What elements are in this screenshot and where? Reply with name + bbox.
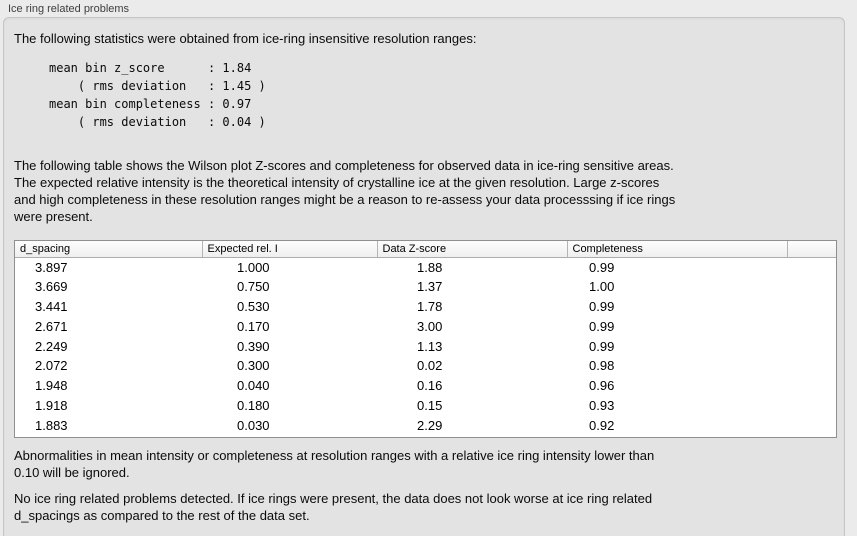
table-cell [787, 297, 836, 317]
table-cell: 0.99 [589, 318, 615, 334]
table-cell [787, 356, 836, 376]
statistics-block: mean bin z_score : 1.84 ( rms deviation … [49, 61, 266, 129]
table-row[interactable]: 3.441 0.530 1.78 0.99 [15, 297, 836, 317]
table-cell: 1.000 [237, 259, 270, 275]
table-row[interactable]: 2.671 0.170 3.00 0.99 [15, 317, 836, 337]
column-header-completeness[interactable]: Completeness [566, 241, 787, 258]
table-cell: 1.00 [589, 279, 615, 295]
table-cell: 2.671 [35, 318, 68, 334]
table-cell: 1.78 [417, 299, 443, 315]
table-cell: 0.93 [589, 398, 615, 414]
column-header-empty [786, 241, 836, 258]
table-cell [787, 277, 836, 297]
table-cell: 1.918 [35, 398, 68, 414]
column-header-d-spacing[interactable]: d_spacing [15, 241, 202, 258]
table-cell: 0.750 [237, 279, 270, 295]
table-cell [787, 257, 836, 277]
table-row[interactable]: 2.072 0.300 0.02 0.98 [15, 356, 836, 376]
table-cell [787, 396, 836, 416]
ice-ring-table: d_spacing Expected rel. I Data Z-score C… [15, 241, 836, 436]
table-cell: 1.948 [35, 378, 68, 394]
conclusion-paragraph: No ice ring related problems detected. I… [14, 491, 653, 523]
table-cell: 0.030 [237, 417, 270, 433]
table-cell: 0.180 [237, 398, 270, 414]
section-title: Ice ring related problems [8, 3, 130, 15]
column-header-expected-rel-i[interactable]: Expected rel. I [201, 241, 377, 258]
ice-ring-groupbox: The following statistics were obtained f… [3, 17, 845, 536]
table-cell: 0.98 [589, 358, 615, 374]
table-cell: 1.37 [417, 279, 443, 295]
table-cell: 3.897 [35, 259, 68, 275]
table-cell: 0.390 [237, 338, 270, 354]
table-cell: 1.88 [417, 259, 443, 275]
table-cell: 0.92 [589, 417, 615, 433]
table-cell: 3.669 [35, 279, 68, 295]
table-row[interactable]: 1.948 0.040 0.16 0.96 [15, 376, 836, 396]
table-note-paragraph: The following table shows the Wilson plo… [14, 158, 676, 224]
intro-paragraph: The following statistics were obtained f… [14, 31, 477, 46]
ignore-note-paragraph: Abnormalities in mean intensity or compl… [14, 448, 655, 480]
table-cell [787, 376, 836, 396]
table-cell: 0.99 [589, 259, 615, 275]
table-cell [787, 317, 836, 337]
table-cell: 0.99 [589, 299, 615, 315]
table-cell [787, 337, 836, 357]
table-cell: 0.040 [237, 378, 270, 394]
table-cell: 0.99 [589, 338, 615, 354]
table-row[interactable]: 1.883 0.030 2.29 0.92 [15, 416, 836, 436]
table-cell: 0.530 [237, 299, 270, 315]
table-cell: 0.170 [237, 318, 270, 334]
table-cell: 0.02 [417, 358, 443, 374]
table-row[interactable]: 2.249 0.390 1.13 0.99 [15, 337, 836, 357]
table-cell: 0.96 [589, 378, 615, 394]
table-cell: 2.249 [35, 338, 68, 354]
column-header-data-z-score[interactable]: Data Z-score [376, 241, 567, 258]
table-cell: 0.300 [237, 358, 270, 374]
table-cell [787, 416, 836, 436]
table-cell: 3.00 [417, 318, 443, 334]
table-row[interactable]: 3.669 0.750 1.37 1.00 [15, 277, 836, 297]
table-cell: 2.29 [417, 417, 443, 433]
table-row[interactable]: 3.897 1.000 1.88 0.99 [15, 257, 836, 277]
table-cell: 2.072 [35, 358, 68, 374]
table-cell: 3.441 [35, 299, 68, 315]
table-header-row: d_spacing Expected rel. I Data Z-score C… [15, 241, 836, 258]
table-cell: 1.883 [35, 417, 68, 433]
table-cell: 0.15 [417, 398, 443, 414]
table-cell: 0.16 [417, 378, 443, 394]
table-cell: 1.13 [417, 338, 443, 354]
table-row[interactable]: 1.918 0.180 0.15 0.93 [15, 396, 836, 416]
ice-ring-table-frame: d_spacing Expected rel. I Data Z-score C… [14, 240, 837, 438]
